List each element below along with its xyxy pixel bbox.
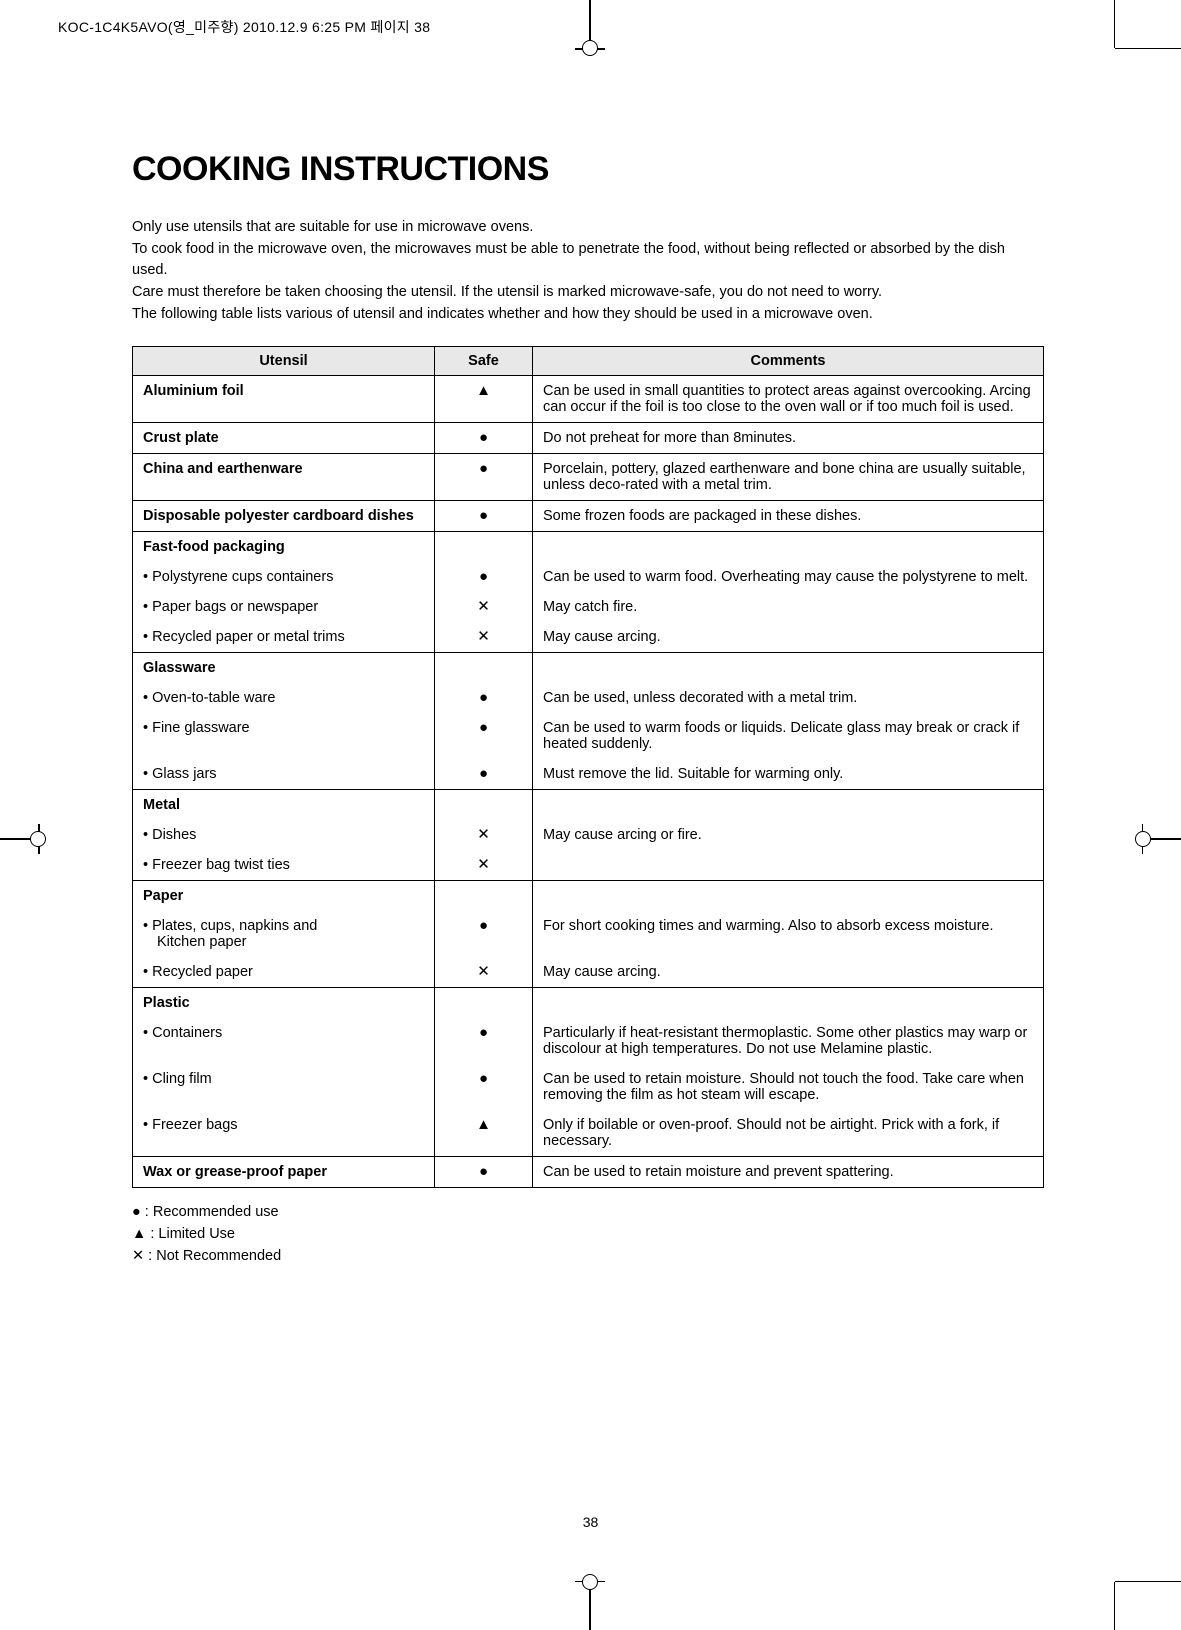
crop-mark: [1135, 831, 1151, 847]
table-row: • Recycled paper or metal trims✕May caus…: [133, 622, 1044, 653]
crop-mark: [1114, 0, 1115, 48]
table-row: • Fine glassware●Can be used to warm foo…: [133, 713, 1044, 759]
crop-mark: [1115, 48, 1181, 49]
table-row: Fast-food packaging: [133, 532, 1044, 563]
legend-line: ● : Recommended use: [132, 1202, 1044, 1224]
page-number: 38: [0, 1514, 1181, 1530]
legend-line: ✕ : Not Recommended: [132, 1246, 1044, 1268]
table-row: Aluminium foil▲Can be used in small quan…: [133, 376, 1044, 423]
table-row: • Cling film●Can be used to retain moist…: [133, 1064, 1044, 1110]
table-row: Plastic: [133, 988, 1044, 1019]
table-row: Glassware: [133, 653, 1044, 684]
legend: ● : Recommended use ▲ : Limited Use ✕ : …: [132, 1202, 1044, 1267]
crop-mark: [582, 1574, 598, 1590]
intro-line: Only use utensils that are suitable for …: [132, 217, 1044, 237]
table-row: Disposable polyester cardboard dishes●So…: [133, 501, 1044, 532]
table-row: China and earthenware●Porcelain, pottery…: [133, 454, 1044, 501]
intro-line: To cook food in the microwave oven, the …: [132, 239, 1044, 280]
table-row: Wax or grease-proof paper●Can be used to…: [133, 1157, 1044, 1188]
intro-text: Only use utensils that are suitable for …: [132, 217, 1044, 324]
header-print-info: KOC-1C4K5AVO(영_미주향) 2010.12.9 6:25 PM 페이…: [58, 17, 430, 37]
table-row: • Freezer bags▲Only if boilable or oven-…: [133, 1110, 1044, 1157]
content-area: COOKING INSTRUCTIONS Only use utensils t…: [132, 150, 1044, 1268]
col-header-safe: Safe: [435, 347, 533, 376]
table-row: • Dishes✕May cause arcing or fire.: [133, 820, 1044, 850]
col-header-utensil: Utensil: [133, 347, 435, 376]
page-title: COOKING INSTRUCTIONS: [132, 150, 1044, 189]
legend-line: ▲ : Limited Use: [132, 1224, 1044, 1246]
table-row: • Plates, cups, napkins andKitchen paper…: [133, 911, 1044, 957]
table-row: Paper: [133, 881, 1044, 912]
intro-line: The following table lists various of ute…: [132, 304, 1044, 324]
table-row: • Freezer bag twist ties✕: [133, 850, 1044, 881]
table-row: • Containers●Particularly if heat-resist…: [133, 1018, 1044, 1064]
table-row: • Recycled paper✕May cause arcing.: [133, 957, 1044, 988]
table-row: Crust plate●Do not preheat for more than…: [133, 423, 1044, 454]
crop-mark: [582, 40, 598, 56]
table-row: Metal: [133, 790, 1044, 821]
col-header-comments: Comments: [533, 347, 1044, 376]
table-body: Aluminium foil▲Can be used in small quan…: [133, 376, 1044, 1188]
table-row: • Oven-to-table ware●Can be used, unless…: [133, 683, 1044, 713]
table-row: • Polystyrene cups containers●Can be use…: [133, 562, 1044, 592]
intro-line: Care must therefore be taken choosing th…: [132, 282, 1044, 302]
crop-mark: [30, 831, 46, 847]
table-row: • Paper bags or newspaper✕May catch fire…: [133, 592, 1044, 622]
table-row: • Glass jars●Must remove the lid. Suitab…: [133, 759, 1044, 790]
utensil-table: Utensil Safe Comments Aluminium foil▲Can…: [132, 346, 1044, 1188]
page: KOC-1C4K5AVO(영_미주향) 2010.12.9 6:25 PM 페이…: [0, 0, 1181, 1630]
crop-mark: [1114, 1582, 1115, 1630]
crop-mark: [1115, 1581, 1181, 1582]
